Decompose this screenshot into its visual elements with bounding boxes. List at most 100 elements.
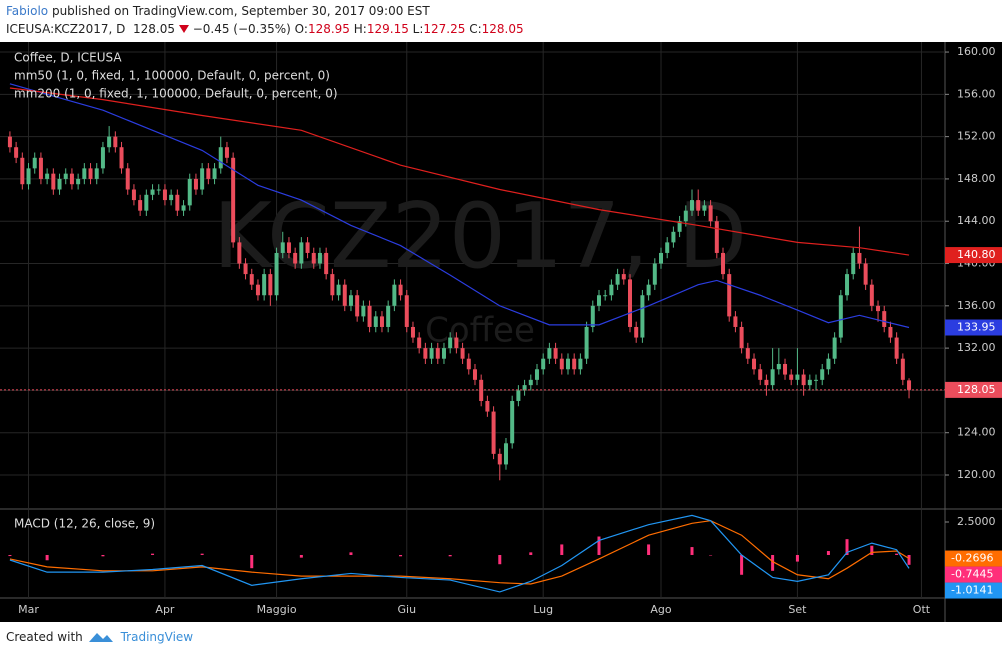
candle-body <box>609 284 614 296</box>
candle-body <box>423 348 428 359</box>
candle-body <box>286 242 291 253</box>
c-label: C: <box>469 22 482 36</box>
candle-body <box>348 295 353 306</box>
candle-body <box>907 380 912 390</box>
candle-body <box>7 136 12 148</box>
candle-body <box>764 379 769 386</box>
x-tick-label: Lug <box>533 603 553 616</box>
candle-body <box>770 369 775 386</box>
o-label: O: <box>294 22 308 36</box>
candle-body <box>745 348 750 359</box>
candle-body <box>671 231 676 243</box>
candle-body <box>702 205 707 211</box>
candle-body <box>305 242 310 253</box>
candle-body <box>417 337 422 349</box>
candle-body <box>708 205 713 222</box>
candle-body <box>820 369 825 380</box>
histogram-bar <box>448 554 452 557</box>
x-tick-label: Ago <box>650 603 672 616</box>
candle-body <box>57 178 62 190</box>
candle-body <box>150 189 155 195</box>
histogram-bar <box>709 554 713 556</box>
candle-body <box>94 168 99 179</box>
candle-body <box>218 147 223 169</box>
candle-body <box>26 168 31 185</box>
candle-body <box>541 358 546 370</box>
histogram-bar <box>151 553 155 555</box>
candle-body <box>51 173 56 190</box>
candle-body <box>621 274 626 280</box>
candle-body <box>293 252 298 264</box>
candle-body <box>441 348 446 359</box>
price-marker <box>945 319 1002 336</box>
candle-body <box>169 194 174 201</box>
macd-line <box>9 514 910 593</box>
y-tick-label: 120.00 <box>957 468 996 481</box>
candle-body <box>262 274 267 296</box>
candle-body <box>814 379 819 381</box>
candle-body <box>187 178 192 206</box>
candle-body <box>894 337 899 359</box>
candle-body <box>249 274 254 285</box>
author[interactable]: Fabiolo <box>6 4 49 18</box>
candle-body <box>373 316 378 327</box>
y-tick-label: 2.5000 <box>957 515 996 528</box>
legend-entry: mm200 (1, 0, fixed, 1, 100000, Default, … <box>14 87 338 101</box>
candle-body <box>82 168 87 179</box>
value-marker <box>945 582 1002 599</box>
brand[interactable]: TradingView <box>120 630 194 644</box>
histogram-bar <box>45 554 49 561</box>
candle-body <box>20 157 25 185</box>
candle-body <box>516 390 521 401</box>
watermark: KCZ2017, D <box>213 184 747 289</box>
candle-body <box>479 379 484 401</box>
header: Fabiolo published on TradingView.com, Se… <box>0 0 1002 42</box>
candle-body <box>231 157 236 243</box>
candle-body <box>386 305 391 327</box>
candle-body <box>628 279 632 327</box>
value-marker-label: -0.7445 <box>951 568 993 581</box>
y-tick-label: 124.00 <box>957 426 996 439</box>
price-marker-label: 128.05 <box>957 383 996 396</box>
histogram-bar <box>200 553 204 555</box>
candle-body <box>32 157 37 169</box>
candle-body <box>181 205 186 211</box>
candle-body <box>268 274 273 296</box>
candle-body <box>876 305 881 312</box>
y-tick-label: 132.00 <box>957 341 996 354</box>
y-tick-label: 148.00 <box>957 172 996 185</box>
histogram-bar <box>498 554 502 565</box>
value-marker-label: -0.2696 <box>951 552 993 565</box>
candle-body <box>410 326 415 338</box>
histogram-bar <box>826 551 830 555</box>
candle-body <box>857 252 862 264</box>
candle-body <box>38 157 43 179</box>
logo <box>89 633 113 642</box>
y-tick-label: 136.00 <box>957 299 996 312</box>
candle-body <box>491 411 496 454</box>
legend-entry: mm50 (1, 0, fixed, 1, 100000, Default, 0… <box>14 69 330 83</box>
histogram-bar <box>795 554 799 562</box>
candle-body <box>727 274 732 317</box>
histogram-bar <box>399 554 403 557</box>
value-marker-label: -1.0141 <box>951 584 993 597</box>
candle-body <box>274 252 279 296</box>
low: 127.25 <box>423 22 466 36</box>
candle-body <box>193 178 198 190</box>
candle-body <box>888 326 893 338</box>
candle-body <box>280 242 285 253</box>
candle-body <box>826 358 831 370</box>
candle-body <box>156 189 161 191</box>
candle-body <box>454 337 459 349</box>
candle-body <box>119 147 124 169</box>
change: −0.45 (−0.35%) <box>192 22 291 36</box>
candle-body <box>224 147 229 158</box>
candle-body <box>243 263 248 275</box>
candle-body <box>131 189 136 201</box>
candle-body <box>361 305 366 317</box>
histogram-bar <box>845 539 849 555</box>
candle-body <box>646 284 651 296</box>
candle-body <box>69 173 74 185</box>
